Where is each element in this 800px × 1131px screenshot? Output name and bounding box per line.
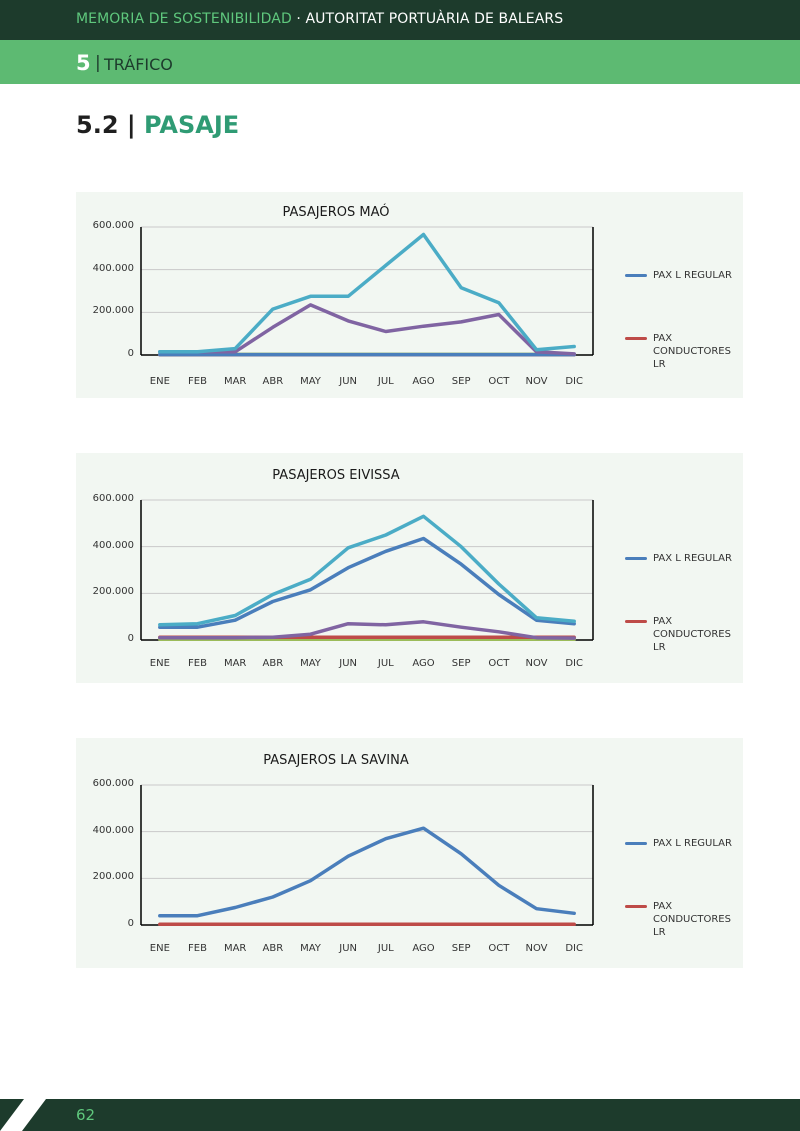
x-tick-label: AGO (412, 376, 435, 387)
x-tick-label: FEB (188, 658, 207, 669)
x-tick-label: JUL (377, 943, 394, 954)
x-tick-label: OCT (488, 943, 510, 954)
y-tick-label: 200.000 (92, 305, 134, 317)
series-line (158, 620, 576, 640)
y-tick-label: 400.000 (92, 824, 134, 836)
section-title: TRÁFICO (104, 55, 173, 74)
y-tick-label: 600.000 (92, 220, 134, 231)
x-tick-label: MAY (300, 943, 321, 954)
chart-title: PASAJEROS LA SAVINA (263, 753, 409, 768)
series-line (158, 536, 576, 629)
x-tick-label: MAY (300, 376, 321, 387)
x-tick-label: SEP (451, 376, 471, 387)
legend-label: PAX L REGULAR (653, 553, 732, 564)
x-tick-label: OCT (488, 658, 510, 669)
x-tick-label: MAR (223, 658, 247, 669)
line-chart (140, 226, 594, 357)
x-tick-label: AGO (412, 943, 435, 954)
line-chart (140, 499, 594, 642)
chart-title: PASAJEROS EIVISSA (272, 468, 400, 483)
y-tick-label: 0 (127, 633, 134, 644)
y-tick-label: 0 (127, 348, 134, 359)
x-tick-label: DIC (565, 376, 583, 387)
x-tick-label: OCT (488, 376, 510, 387)
authority-name: AUTORITAT PORTUÀRIA DE BALEARS (305, 11, 564, 27)
x-tick-label: NOV (525, 376, 548, 387)
series-line (158, 303, 576, 356)
y-tick-label: 200.000 (92, 586, 134, 598)
report-title: MEMORIA DE SOSTENIBILIDAD · AUTORITAT PO… (76, 11, 564, 27)
subsection-number: 5.2 | (76, 111, 136, 139)
chart-title: PASAJEROS MAÓ (282, 205, 390, 220)
y-tick-label: 200.000 (92, 871, 134, 883)
page-number: 62 (76, 1106, 96, 1124)
footer-bar: 62 (0, 1099, 800, 1131)
x-tick-label: MAR (223, 376, 247, 387)
legend-label: PAX L REGULAR (653, 270, 732, 281)
x-tick-label: ENE (149, 376, 170, 387)
legend-swatch (625, 557, 647, 560)
section-divider: | (95, 53, 101, 73)
legend-label: PAX CONDUCTORES LR (653, 901, 731, 938)
y-tick-label: 400.000 (92, 539, 134, 551)
chart-panel-mao: PASAJEROS MAÓ 0 200.000 400.000 600.000 ENE FE… (76, 192, 743, 398)
y-tick-label: 600.000 (92, 778, 134, 789)
section-number: 5 (76, 51, 91, 75)
x-tick-label: FEB (188, 943, 207, 954)
legend-swatch (625, 905, 647, 908)
y-tick-label: 400.000 (92, 262, 134, 274)
top-banner: MEMORIA DE SOSTENIBILIDAD · AUTORITAT PO… (0, 0, 800, 40)
section-banner: 5 | TRÁFICO (0, 40, 800, 84)
x-tick-label: SEP (451, 658, 471, 669)
footer-stripe (0, 1099, 46, 1131)
legend-swatch (625, 337, 647, 340)
x-tick-label: ENE (149, 658, 170, 669)
x-tick-label: JUN (339, 943, 358, 954)
x-tick-label: DIC (565, 943, 583, 954)
x-tick-label: NOV (525, 658, 548, 669)
x-tick-label: JUL (377, 658, 394, 669)
x-tick-label: JUL (377, 376, 394, 387)
x-tick-label: NOV (525, 943, 548, 954)
chart-panel-eivissa: PASAJEROS EIVISSA 0 200.000 400.000 600.000 E… (76, 453, 743, 683)
x-tick-label: FEB (188, 376, 207, 387)
x-tick-label: SEP (451, 943, 471, 954)
subsection-title: PASAJE (144, 111, 240, 139)
x-tick-label: DIC (565, 658, 583, 669)
series-line (158, 826, 576, 918)
legend-swatch (625, 842, 647, 845)
y-tick-label: 0 (127, 918, 134, 929)
x-tick-label: ABR (262, 376, 284, 387)
x-tick-label: JUN (339, 658, 358, 669)
legend-swatch (625, 620, 647, 623)
legend-label: PAX CONDUCTORES LR (653, 333, 731, 370)
legend-label: PAX CONDUCTORES LR (653, 616, 731, 653)
subsection-heading: 5.2 | PASAJE (76, 111, 239, 139)
x-tick-label: MAR (223, 943, 247, 954)
x-tick-label: MAY (300, 658, 321, 669)
x-tick-label: AGO (412, 658, 435, 669)
x-tick-label: ABR (262, 943, 284, 954)
chart-panel-la-savina: PASAJEROS LA SAVINA 0 200.000 400.000 600.00… (76, 738, 743, 968)
x-tick-label: ENE (149, 943, 170, 954)
series-line (158, 514, 576, 627)
line-chart (140, 784, 594, 927)
x-tick-label: ABR (262, 658, 284, 669)
series-line (158, 232, 576, 354)
legend-swatch (625, 274, 647, 277)
x-tick-label: JUN (339, 376, 358, 387)
y-tick-label: 600.000 (92, 493, 134, 504)
legend-label: PAX L REGULAR (653, 838, 732, 849)
